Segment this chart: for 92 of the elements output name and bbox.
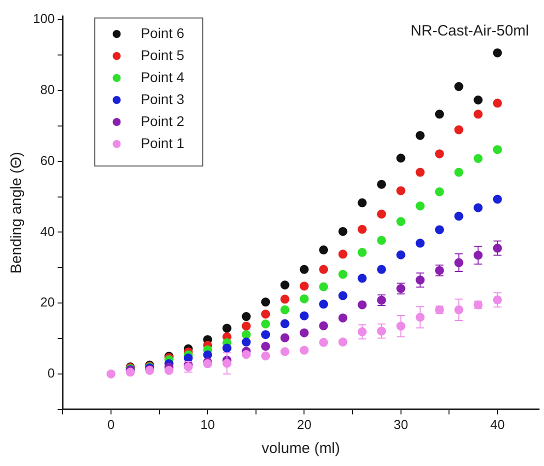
y-tick-label: 20 (40, 294, 55, 310)
x-tick-label: 20 (296, 416, 312, 432)
point (416, 168, 425, 177)
point (261, 351, 270, 360)
point (492, 145, 502, 154)
point (434, 110, 444, 119)
point (261, 342, 270, 351)
point (396, 154, 406, 163)
x-tick-label: 0 (107, 416, 115, 432)
point (396, 186, 406, 196)
point (358, 300, 367, 310)
point (280, 305, 290, 314)
point (261, 310, 270, 319)
y-tick-label: 60 (40, 152, 55, 168)
point (164, 366, 174, 375)
point (338, 313, 348, 322)
x-tick-label: 10 (200, 416, 215, 432)
point (454, 125, 464, 134)
point (474, 154, 483, 163)
x-axis-title: volume (ml) (262, 440, 340, 458)
point (416, 130, 425, 140)
point (474, 110, 483, 119)
point (300, 311, 309, 320)
point (319, 282, 328, 292)
point (319, 338, 328, 347)
point (338, 270, 348, 279)
point (434, 225, 444, 234)
point (338, 338, 348, 347)
point (319, 300, 328, 309)
x-tick-label: 40 (490, 416, 505, 432)
point (242, 338, 251, 347)
y-axis-title: Bending angle (Θ) (8, 152, 26, 274)
legend-label: Point 5 (140, 46, 184, 63)
point (416, 238, 425, 248)
point (338, 226, 348, 236)
point (261, 298, 270, 307)
point (242, 322, 251, 331)
point (300, 264, 309, 274)
point (396, 217, 406, 226)
point (338, 291, 348, 300)
point (261, 330, 270, 340)
point (280, 347, 290, 356)
point (474, 95, 483, 104)
annotation: NR-Cast-Air-50ml (410, 22, 529, 40)
point (300, 294, 309, 304)
y-tick-label: 40 (40, 224, 55, 239)
point (280, 280, 290, 290)
point (280, 294, 290, 304)
point (434, 187, 444, 196)
point (319, 245, 328, 254)
point (242, 350, 251, 359)
point (492, 194, 502, 204)
x-tick-label: 30 (394, 416, 408, 432)
point (474, 203, 483, 212)
y-tick-label: 80 (40, 82, 55, 98)
point (377, 264, 386, 274)
point (377, 180, 386, 189)
legend-label: Point 2 (140, 112, 184, 129)
y-tick-label: 0 (47, 366, 55, 381)
legend-label: Point 4 (140, 68, 184, 85)
point (242, 330, 251, 340)
point (358, 198, 367, 208)
legend-label: Point 1 (140, 134, 184, 151)
point (377, 210, 386, 219)
legend-label: Point 6 (140, 24, 184, 41)
point (454, 168, 464, 177)
point (222, 344, 232, 353)
point (492, 98, 502, 108)
point (358, 224, 367, 234)
point (300, 282, 309, 291)
point (261, 319, 270, 328)
point (377, 236, 386, 245)
point (358, 274, 367, 283)
point (280, 333, 290, 342)
legend-label: Point 3 (140, 90, 184, 107)
point (280, 319, 290, 328)
point (222, 324, 232, 333)
point (454, 82, 464, 92)
point (434, 149, 444, 158)
point (300, 328, 309, 338)
point (242, 312, 251, 322)
point (319, 321, 328, 330)
point (454, 212, 464, 221)
point (416, 201, 425, 210)
point (358, 248, 367, 257)
point (300, 346, 309, 355)
y-tick-label: 100 (32, 11, 55, 26)
point (319, 264, 328, 274)
point (492, 48, 502, 58)
point (396, 250, 406, 260)
point (338, 250, 348, 259)
point (106, 369, 116, 378)
